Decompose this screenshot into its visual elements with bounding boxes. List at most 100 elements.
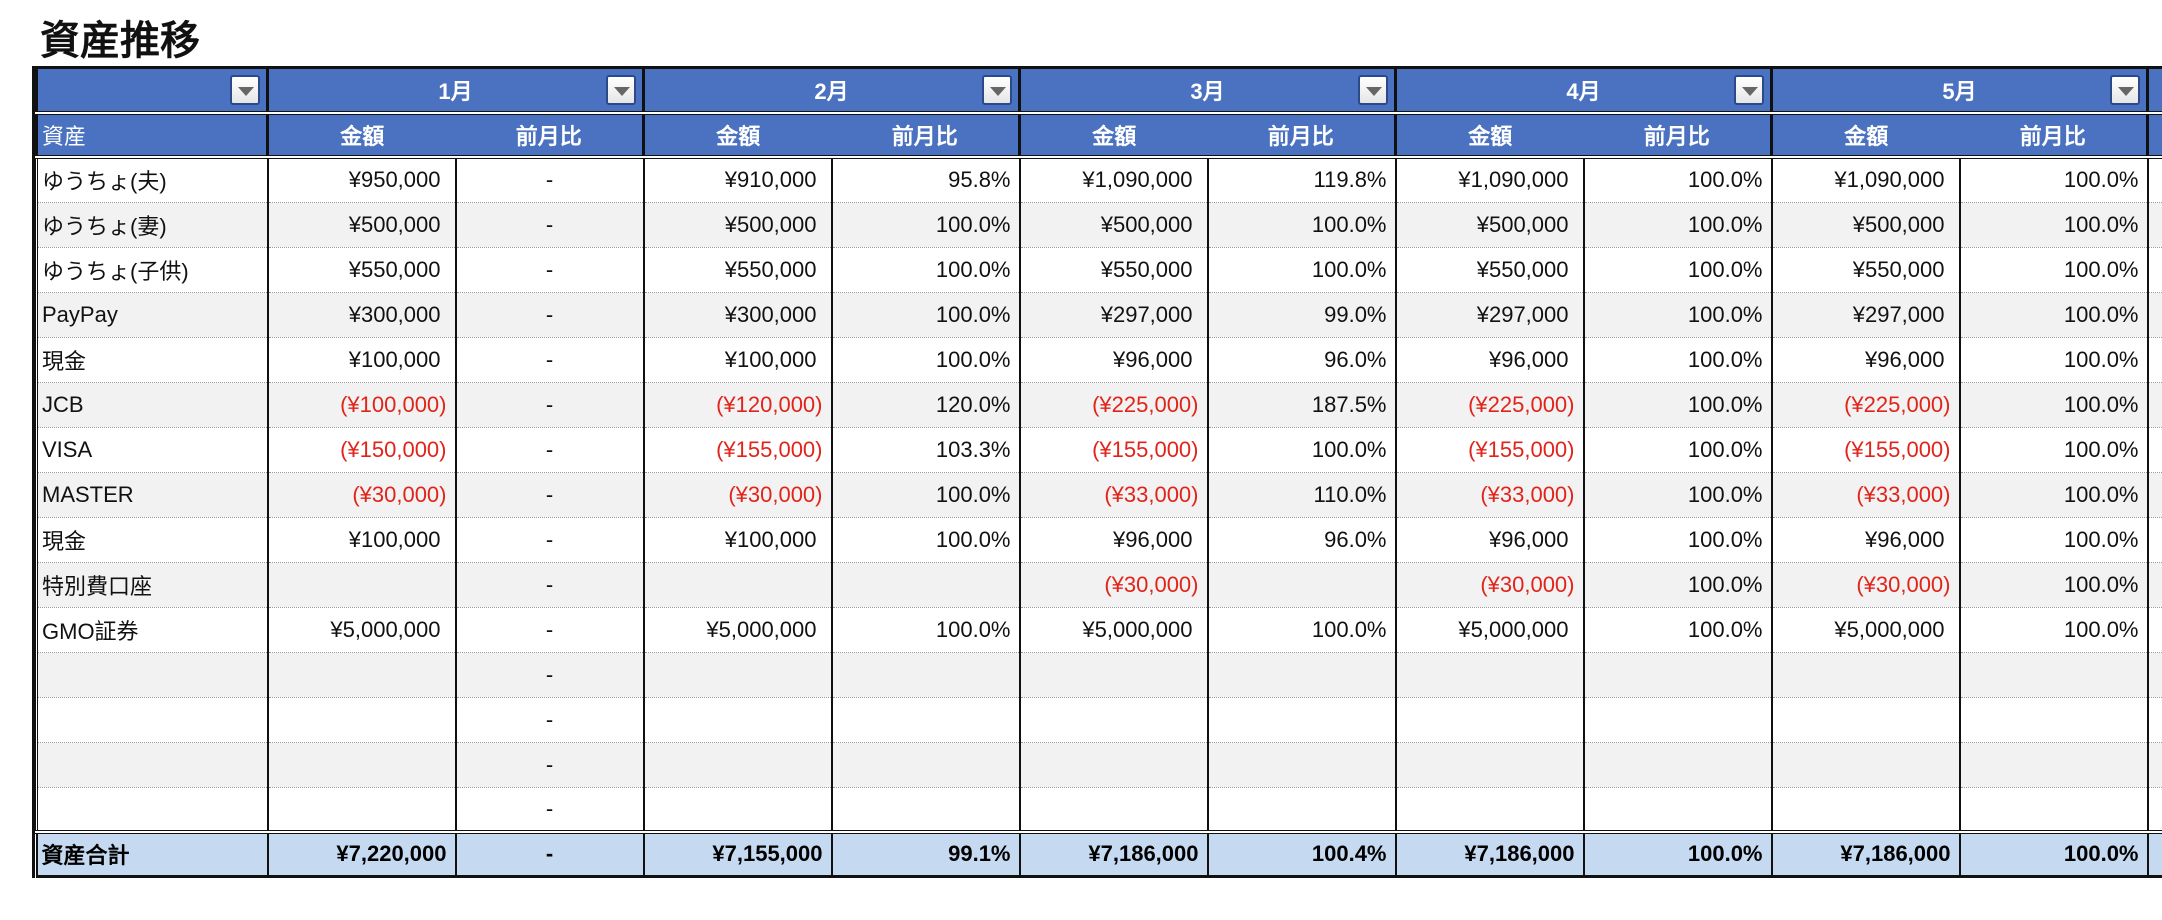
ratio-cell[interactable]: 100.0% (1582, 247, 1772, 293)
ratio-cell[interactable] (830, 652, 1020, 698)
ratio-cell[interactable]: 99.1% (830, 830, 1020, 878)
ratio-cell[interactable]: 100.0% (1958, 562, 2148, 608)
amount-cell[interactable]: (¥33,000) (1394, 472, 1584, 518)
amount-cell[interactable]: (¥225,000) (1018, 382, 1208, 428)
ratio-cell[interactable]: 100.0% (1206, 247, 1396, 293)
amount-cell[interactable] (1394, 787, 1584, 833)
amount-cell[interactable]: (¥30,000) (1018, 562, 1208, 608)
ratio-cell[interactable]: 100.0% (1582, 830, 1772, 878)
amount-cell[interactable] (266, 697, 456, 743)
ratio-cell[interactable]: - (454, 562, 644, 608)
ratio-cell[interactable] (830, 742, 1020, 788)
amount-cell[interactable]: (¥155,000) (1770, 427, 1960, 473)
amount-cell[interactable] (1018, 742, 1208, 788)
amount-cell[interactable]: ¥96,000 (1018, 517, 1208, 563)
ratio-cell[interactable]: 100.0% (1958, 607, 2148, 653)
asset-name-cell[interactable]: PayPay (35, 292, 268, 338)
ratio-cell[interactable] (1582, 652, 1772, 698)
amount-cell[interactable]: (¥100,000) (266, 382, 456, 428)
amount-cell[interactable]: (¥150,000) (266, 427, 456, 473)
ratio-cell[interactable]: 100.0% (1582, 562, 1772, 608)
ratio-cell[interactable] (1206, 742, 1396, 788)
filter-dropdown-icon[interactable] (1358, 75, 1388, 105)
asset-name-cell[interactable]: 現金 (35, 517, 268, 563)
amount-cell[interactable]: (¥30,000) (1394, 562, 1584, 608)
amount-cell[interactable]: ¥5,000,000 (642, 607, 832, 653)
amount-cell[interactable]: ¥7,186,000 (1018, 830, 1208, 878)
amount-cell[interactable] (1018, 787, 1208, 833)
ratio-cell[interactable] (1958, 697, 2148, 743)
filter-dropdown-icon[interactable] (606, 75, 636, 105)
amount-cell[interactable]: ¥100,000 (642, 517, 832, 563)
ratio-cell[interactable]: 100.0% (1206, 427, 1396, 473)
amount-cell[interactable] (1394, 697, 1584, 743)
ratio-cell[interactable]: 100.0% (830, 292, 1020, 338)
amount-cell[interactable]: ¥100,000 (266, 337, 456, 383)
amount-cell[interactable]: ¥96,000 (1018, 337, 1208, 383)
ratio-cell[interactable]: 187.5% (1206, 382, 1396, 428)
amount-cell[interactable] (642, 652, 832, 698)
ratio-cell[interactable]: - (454, 382, 644, 428)
asset-name-cell[interactable]: JCB (35, 382, 268, 428)
ratio-cell[interactable]: - (454, 652, 644, 698)
ratio-cell[interactable]: 103.3% (830, 427, 1020, 473)
asset-name-cell[interactable]: ゆうちょ(妻) (35, 202, 268, 248)
asset-name-cell[interactable] (35, 742, 268, 788)
amount-cell[interactable]: ¥1,090,000 (1394, 157, 1584, 203)
ratio-cell[interactable] (830, 697, 1020, 743)
amount-cell[interactable] (1018, 652, 1208, 698)
asset-name-cell[interactable] (35, 787, 268, 833)
ratio-cell[interactable]: 100.0% (1582, 517, 1772, 563)
amount-cell[interactable]: ¥96,000 (1770, 517, 1960, 563)
ratio-cell[interactable]: 100.0% (1582, 382, 1772, 428)
ratio-cell[interactable] (1206, 787, 1396, 833)
amount-cell[interactable]: (¥30,000) (642, 472, 832, 518)
ratio-cell[interactable]: 100.0% (1958, 247, 2148, 293)
amount-cell[interactable]: ¥500,000 (266, 202, 456, 248)
amount-cell[interactable]: (¥120,000) (642, 382, 832, 428)
ratio-cell[interactable]: 100.0% (1582, 292, 1772, 338)
amount-cell[interactable]: (¥30,000) (1770, 562, 1960, 608)
filter-dropdown-icon[interactable] (230, 75, 260, 105)
amount-cell[interactable]: ¥5,000,000 (1770, 607, 1960, 653)
amount-cell[interactable] (1394, 742, 1584, 788)
asset-name-cell[interactable]: 現金 (35, 337, 268, 383)
amount-cell[interactable] (266, 562, 456, 608)
amount-cell[interactable]: ¥550,000 (642, 247, 832, 293)
amount-cell[interactable] (1770, 787, 1960, 833)
amount-cell[interactable]: ¥550,000 (266, 247, 456, 293)
ratio-cell[interactable]: 100.0% (1206, 607, 1396, 653)
ratio-cell[interactable]: 100.4% (1206, 830, 1396, 878)
amount-cell[interactable]: ¥297,000 (1394, 292, 1584, 338)
ratio-cell[interactable]: 100.0% (1958, 292, 2148, 338)
ratio-cell[interactable]: - (454, 157, 644, 203)
ratio-cell[interactable]: 120.0% (830, 382, 1020, 428)
amount-cell[interactable]: ¥1,090,000 (1770, 157, 1960, 203)
ratio-cell[interactable]: 100.0% (1958, 202, 2148, 248)
ratio-cell[interactable] (830, 787, 1020, 833)
amount-cell[interactable]: ¥910,000 (642, 157, 832, 203)
ratio-cell[interactable]: 100.0% (830, 337, 1020, 383)
amount-cell[interactable] (642, 787, 832, 833)
ratio-cell[interactable]: 100.0% (1582, 607, 1772, 653)
amount-cell[interactable]: ¥5,000,000 (266, 607, 456, 653)
ratio-cell[interactable]: 100.0% (1582, 337, 1772, 383)
amount-cell[interactable] (1770, 742, 1960, 788)
ratio-cell[interactable]: - (454, 292, 644, 338)
ratio-cell[interactable]: - (454, 742, 644, 788)
amount-cell[interactable] (266, 652, 456, 698)
amount-cell[interactable]: ¥550,000 (1770, 247, 1960, 293)
ratio-cell[interactable]: 100.0% (1206, 202, 1396, 248)
amount-cell[interactable]: ¥7,186,000 (1394, 830, 1584, 878)
amount-cell[interactable] (1394, 652, 1584, 698)
amount-cell[interactable]: ¥100,000 (266, 517, 456, 563)
amount-cell[interactable]: ¥96,000 (1770, 337, 1960, 383)
ratio-cell[interactable] (1206, 652, 1396, 698)
ratio-cell[interactable]: - (454, 247, 644, 293)
amount-cell[interactable]: (¥225,000) (1394, 382, 1584, 428)
ratio-cell[interactable] (1958, 652, 2148, 698)
filter-dropdown-icon[interactable] (1734, 75, 1764, 105)
ratio-cell[interactable] (1582, 787, 1772, 833)
amount-cell[interactable]: (¥155,000) (1394, 427, 1584, 473)
ratio-cell[interactable]: 100.0% (1958, 830, 2148, 878)
